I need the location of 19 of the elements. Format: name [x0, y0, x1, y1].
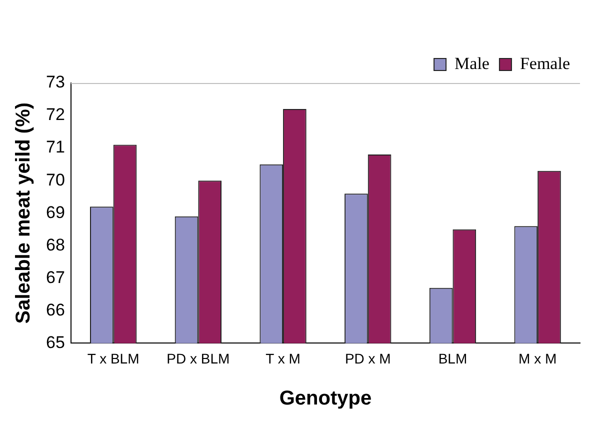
x-axis-title: Genotype [279, 388, 372, 410]
y-tick-label: 66 [46, 300, 65, 320]
y-axis-title: Saleable meat yeild (%) [12, 102, 35, 324]
x-tick-label: T x BLM [87, 350, 140, 366]
y-tick-label: 70 [46, 170, 65, 190]
x-tick-label: PD x M [344, 350, 391, 366]
legend-label: Male [454, 54, 490, 73]
y-tick-label: 69 [46, 202, 65, 222]
y-tick-label: 71 [46, 138, 65, 157]
y-tick-label: 67 [46, 268, 65, 287]
y-tick-label: 73 [46, 72, 65, 92]
y-tick-label: 68 [46, 235, 65, 254]
x-tick-label: T x M [266, 350, 300, 366]
x-tick-label: M x M [518, 350, 557, 366]
x-tick-label: PD x BLM [166, 350, 230, 366]
x-tick-label: BLM [438, 350, 468, 366]
y-tick-label: 65 [46, 332, 65, 352]
y-tick-label: 72 [46, 105, 65, 124]
legend-label: Female [520, 54, 570, 73]
